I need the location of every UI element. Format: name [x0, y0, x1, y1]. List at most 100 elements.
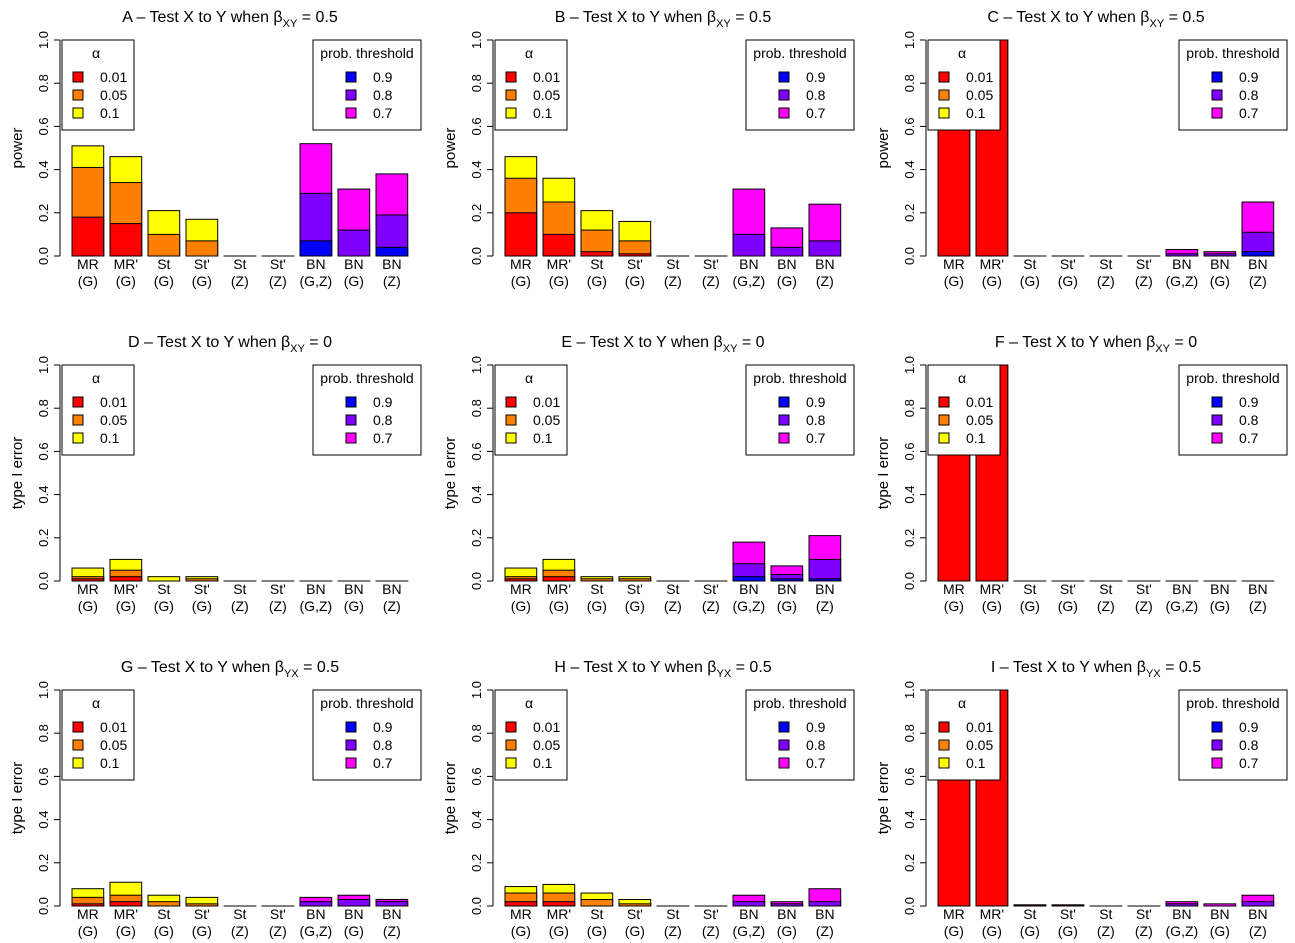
x-tick-label: (G): [777, 273, 797, 289]
x-tick-label: MR': [980, 581, 1004, 597]
legend-entry: 0.1: [100, 755, 120, 771]
y-tick-label: 0.2: [36, 204, 51, 222]
legend-title: α: [958, 45, 966, 61]
y-tick-label: 0.8: [902, 724, 917, 742]
legend-swatch: [938, 757, 950, 769]
x-tick-label: (Z): [1249, 273, 1267, 289]
x-tick-label: (G): [1210, 923, 1230, 939]
y-tick-label: 0.2: [469, 204, 484, 222]
x-tick-label: (Z): [664, 273, 682, 289]
x-tick-label: St: [157, 256, 170, 272]
legend-swatch: [778, 721, 790, 733]
y-tick-label: 1.0: [902, 681, 917, 699]
legend-entry: 0.7: [806, 755, 826, 771]
legend-swatch: [345, 432, 357, 444]
threshold-legend: prob. threshold 0.9 0.8 0.7: [745, 364, 855, 456]
legend-entry: 0.9: [1239, 394, 1259, 410]
threshold-legend: prob. threshold 0.9 0.8 0.7: [745, 689, 855, 781]
legend-swatch: [1211, 739, 1223, 751]
x-tick-label: (G): [192, 598, 212, 614]
x-tick-label: St': [194, 256, 210, 272]
x-tick-label: St': [270, 906, 286, 922]
y-tick-label: 0.2: [902, 854, 917, 872]
y-tick-label: 1.0: [469, 31, 484, 49]
x-tick-label: (Z): [1097, 923, 1115, 939]
legend-swatch: [778, 107, 790, 119]
legend-box: [312, 364, 422, 456]
x-tick-label: BN: [815, 256, 834, 272]
x-tick-label: (Z): [816, 598, 834, 614]
y-tick-label: 0.0: [36, 572, 51, 590]
alpha-legend: α0.01 0.05 0.1: [494, 689, 568, 781]
bar-segment: [109, 223, 143, 257]
x-tick-label: St: [233, 256, 246, 272]
bar-segment: [1013, 904, 1047, 907]
alpha-legend: α0.01 0.05 0.1: [494, 39, 568, 131]
x-tick-label: (G): [78, 923, 98, 939]
x-tick-label: (Z): [1249, 923, 1267, 939]
legend-swatch: [505, 396, 517, 408]
legend-entry: 0.05: [966, 412, 993, 428]
y-tick-label: 0.2: [902, 529, 917, 547]
panel-title: F – Test X to Y when βXY = 0: [995, 334, 1197, 355]
y-tick-label: 0.4: [902, 811, 917, 829]
legend-swatch: [1211, 757, 1223, 769]
x-tick-label: MR': [980, 906, 1004, 922]
y-tick-label: 0.0: [469, 247, 484, 265]
panel-I: I – Test X to Y when βYX = 0.5 0.0 0.2 0.4 0…: [875, 659, 1288, 939]
x-tick-label: MR: [510, 906, 532, 922]
x-tick-label: (G): [116, 923, 136, 939]
panel-H: H – Test X to Y when βYX = 0.5 0.0 0.2 0.4 0…: [442, 659, 855, 939]
x-tick-label: MR': [114, 906, 138, 922]
legend-entry: 0.1: [966, 430, 986, 446]
legend-entry: 0.01: [533, 719, 560, 735]
bar-segment: [808, 240, 842, 257]
panel-title: B – Test X to Y when βXY = 0.5: [555, 9, 772, 30]
threshold-legend: prob. threshold 0.9 0.8 0.7: [312, 364, 422, 456]
legend-entry: 0.9: [806, 719, 826, 735]
x-tick-label: (Z): [702, 273, 720, 289]
alpha-legend: α0.01 0.05 0.1: [494, 364, 568, 456]
x-tick-label: (G): [1058, 598, 1078, 614]
y-tick-label: 0.8: [902, 74, 917, 92]
y-tick-label: 0.8: [36, 74, 51, 92]
legend-entry: 0.8: [1239, 412, 1259, 428]
x-tick-label: BN: [306, 581, 325, 597]
legend-swatch: [505, 414, 517, 426]
x-tick-label: (G): [549, 923, 569, 939]
x-tick-label: St: [590, 906, 603, 922]
legend-swatch: [1211, 432, 1223, 444]
x-tick-label: (G): [1058, 273, 1078, 289]
x-tick-label: (G): [1210, 598, 1230, 614]
legend-box: [312, 39, 422, 131]
x-tick-label: (Z): [269, 273, 287, 289]
x-tick-label: MR: [77, 906, 99, 922]
legend-entry: 0.9: [373, 719, 393, 735]
threshold-legend: prob. threshold 0.9 0.8 0.7: [1178, 39, 1288, 131]
y-tick-label: 0.6: [469, 117, 484, 135]
x-tick-label: MR': [114, 256, 138, 272]
x-tick-label: (Z): [664, 598, 682, 614]
x-tick-label: (G): [78, 598, 98, 614]
x-tick-label: BN: [1248, 581, 1267, 597]
legend-swatch: [778, 739, 790, 751]
x-tick-label: St: [157, 906, 170, 922]
threshold-legend: prob. threshold 0.9 0.8 0.7: [312, 689, 422, 781]
x-tick-label: (G): [1020, 273, 1040, 289]
legend-swatch: [1211, 71, 1223, 83]
x-tick-label: BN: [1248, 906, 1267, 922]
x-tick-label: St': [1136, 581, 1152, 597]
legend-title: prob. threshold: [320, 695, 413, 711]
legend-title: α: [92, 45, 100, 61]
legend-swatch: [72, 432, 84, 444]
legend-swatch: [505, 107, 517, 119]
legend-entry: 0.1: [966, 105, 986, 121]
y-tick-label: 0.4: [902, 486, 917, 504]
panel-C: C – Test X to Y when βXY = 0.5 0.0 0.2 0.4 0…: [875, 9, 1288, 289]
threshold-legend: prob. threshold 0.9 0.8 0.7: [312, 39, 422, 131]
legend-swatch: [938, 71, 950, 83]
y-tick-label: 0.6: [902, 117, 917, 135]
legend-box: [1178, 39, 1288, 131]
x-tick-label: St': [627, 581, 643, 597]
x-tick-label: BN: [1248, 256, 1267, 272]
